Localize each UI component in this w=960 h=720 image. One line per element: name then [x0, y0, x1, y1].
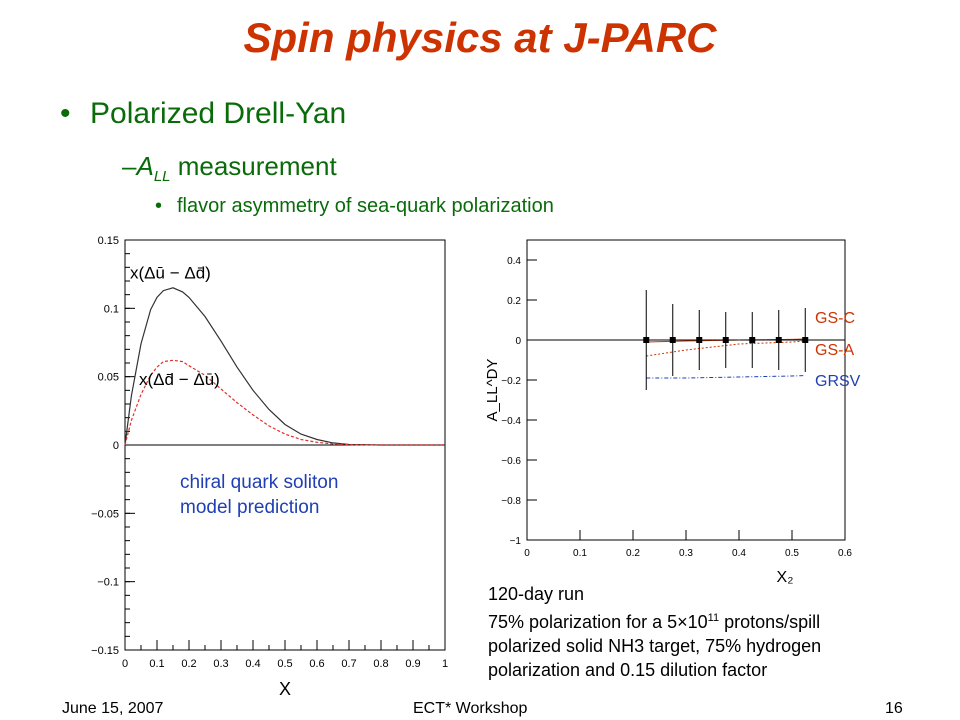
bullet-level1: • Polarized Drell-Yan [60, 97, 346, 131]
x-axis-label: X [279, 679, 291, 699]
bullet-dot-icon: • [155, 195, 163, 217]
y-tick-label: −1 [510, 536, 522, 547]
series-line-1 [124, 287, 445, 446]
x-tick-label: 0 [122, 658, 128, 670]
run-note-line1: 120-day run [488, 584, 585, 604]
x-tick-label: 0.3 [679, 548, 693, 559]
plot-frame [526, 239, 846, 541]
right-chart: 0 0.1 0.2 0.3 0.4 0.5 0.6 0.4 0.2 0 −0.2 −0.4 −0.6 −0… [484, 239, 861, 586]
x-tick-label: 0.4 [732, 548, 746, 559]
x-tick-label: 0.1 [149, 658, 164, 670]
model-note-line2: model prediction [180, 497, 320, 518]
x-tick-label: 0.2 [181, 658, 196, 670]
run-note-line4: polarization and 0.15 dilution factor [488, 660, 768, 680]
bullet-level2: –ALL measurement [122, 151, 337, 185]
model-note: chiral quark soliton model prediction [180, 470, 338, 520]
legend-label-gs-c: GS-C [815, 310, 855, 327]
run-note-line3: polarized solid NH3 target, 75% hydrogen [488, 636, 822, 656]
y-tick-label: −0.05 [91, 508, 119, 520]
data-point [722, 337, 729, 343]
y-tick-label: 0.05 [98, 372, 119, 384]
x-tick-label: 0.8 [373, 658, 388, 670]
all-symbol: A [136, 151, 154, 181]
series-line-2 [124, 359, 445, 446]
data-point [749, 337, 756, 343]
model-curve-grsv [646, 375, 806, 379]
all-subscript: LL [153, 168, 171, 186]
y-tick-label: 0.4 [507, 256, 521, 267]
data-point [643, 337, 650, 343]
model-note-line1: chiral quark soliton [180, 472, 339, 493]
legend-label-gs-a: GS-A [815, 342, 854, 359]
y-tick-label: −0.15 [91, 645, 119, 657]
x-tick-label: 0 [524, 548, 530, 559]
y-tick-label: −0.4 [501, 416, 521, 427]
x-tick-label: 0.3 [213, 658, 228, 670]
data-point [696, 337, 703, 343]
x-tick-label: 0.5 [785, 548, 799, 559]
bullet2-text: measurement [170, 151, 337, 181]
y-tick-label: 0.15 [98, 235, 119, 247]
x-tick-label: 0.1 [573, 548, 587, 559]
footer-page: 16 [885, 700, 903, 717]
bullet1-text: Polarized Drell-Yan [90, 97, 347, 130]
y-tick-label: 0 [515, 336, 521, 347]
footer-date: June 15, 2007 [62, 700, 164, 717]
left-chart: 0 0.1 0.2 0.3 0.4 0.5 0.6 0.7 0.8 0.9 1 0.15 0.1 0.05… [91, 235, 448, 699]
legend-label-grsv: GRSV [815, 373, 861, 390]
x-tick-label: 0.4 [245, 658, 260, 670]
slide-title: Spin physics at J-PARC [243, 14, 717, 61]
x-tick-label: 0.6 [838, 548, 852, 559]
y-tick-label: −0.1 [97, 577, 119, 589]
x-tick-label: 0.7 [341, 658, 356, 670]
annotation-label: x(Δd̄ − Δū) [139, 370, 220, 389]
run-note-line2: 75% polarization for a 5×1011 protons/sp… [488, 612, 821, 632]
x-tick-label: 0.6 [309, 658, 324, 670]
data-point [775, 337, 782, 343]
annotation-label: x(Δū − Δd̄) [130, 263, 211, 282]
x-tick-label: 0.2 [626, 548, 640, 559]
y-tick-label: 0 [113, 440, 119, 452]
x-tick-label: 1 [442, 658, 448, 670]
x-tick-label: 0.9 [405, 658, 420, 670]
run-notes: 120-day run 75% polarization for a 5×101… [488, 582, 821, 682]
y-tick-label: 0.2 [507, 296, 521, 307]
y-tick-label: −0.2 [501, 376, 521, 387]
model-curve-gs-a [646, 340, 806, 357]
bullet-level3: • flavor asymmetry of sea-quark polarizat… [155, 195, 554, 218]
bullet-dot-icon: • [60, 97, 71, 130]
footer-event: ECT* Workshop [413, 700, 528, 717]
x-axis-label: X₂ [777, 569, 794, 586]
bullet-dash-icon: – [122, 151, 137, 181]
y-tick-label: −0.6 [501, 456, 521, 467]
x-tick-label: 0.5 [277, 658, 292, 670]
y-axis-label: A_LL^DY [484, 359, 501, 422]
data-point [669, 337, 676, 343]
bullet3-text: flavor asymmetry of sea-quark polarizati… [177, 195, 554, 217]
y-tick-label: −0.8 [501, 496, 521, 507]
y-tick-label: 0.1 [104, 303, 119, 315]
data-point [802, 337, 809, 343]
